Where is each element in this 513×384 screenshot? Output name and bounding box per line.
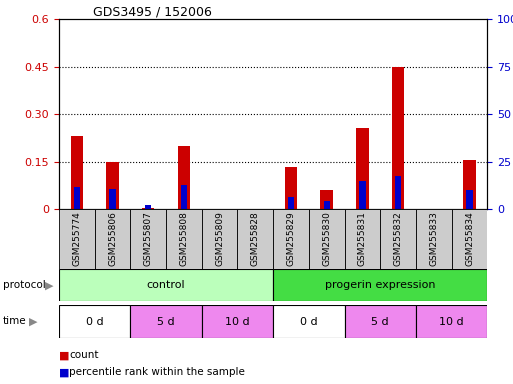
Text: count: count — [69, 350, 99, 360]
Bar — [273, 209, 309, 269]
Text: ▶: ▶ — [45, 280, 54, 290]
Bar — [106, 162, 119, 209]
Bar — [145, 205, 151, 209]
Bar — [392, 67, 404, 209]
Text: GSM255829: GSM255829 — [287, 211, 295, 266]
Bar — [238, 209, 273, 269]
Bar — [130, 305, 202, 338]
Bar — [142, 208, 154, 209]
Bar — [324, 201, 330, 209]
Text: GSM255830: GSM255830 — [322, 211, 331, 266]
Bar — [356, 129, 369, 209]
Text: GSM255832: GSM255832 — [393, 211, 403, 266]
Text: ■: ■ — [59, 367, 69, 377]
Bar — [380, 209, 416, 269]
Text: GSM255806: GSM255806 — [108, 211, 117, 266]
Bar — [288, 197, 294, 209]
Bar — [59, 209, 95, 269]
Text: control: control — [147, 280, 185, 290]
Text: GSM255833: GSM255833 — [429, 211, 438, 266]
Text: GSM255774: GSM255774 — [72, 211, 82, 266]
Bar — [466, 190, 472, 209]
Text: GDS3495 / 152006: GDS3495 / 152006 — [93, 5, 212, 18]
Text: 5 d: 5 d — [157, 316, 175, 327]
Bar — [74, 187, 80, 209]
Bar — [359, 181, 366, 209]
Text: GSM255831: GSM255831 — [358, 211, 367, 266]
Bar — [181, 185, 187, 209]
Bar — [130, 209, 166, 269]
Text: GSM255834: GSM255834 — [465, 211, 474, 266]
Bar — [416, 305, 487, 338]
Text: GSM255808: GSM255808 — [180, 211, 188, 266]
Text: 0 d: 0 d — [300, 316, 318, 327]
Bar — [285, 167, 297, 209]
Bar — [309, 209, 345, 269]
Bar — [451, 209, 487, 269]
Text: 10 d: 10 d — [225, 316, 250, 327]
Bar — [166, 209, 202, 269]
Bar — [59, 269, 273, 301]
Text: 5 d: 5 d — [371, 316, 389, 327]
Text: GSM255807: GSM255807 — [144, 211, 153, 266]
Bar — [59, 305, 130, 338]
Bar — [177, 146, 190, 209]
Bar — [345, 305, 416, 338]
Bar — [71, 136, 83, 209]
Bar — [416, 209, 451, 269]
Text: GSM255809: GSM255809 — [215, 211, 224, 266]
Bar — [463, 160, 476, 209]
Bar — [202, 209, 238, 269]
Bar — [109, 189, 116, 209]
Text: protocol: protocol — [3, 280, 45, 290]
Text: ▶: ▶ — [29, 316, 38, 326]
Text: time: time — [3, 316, 26, 326]
Bar — [273, 305, 345, 338]
Text: 0 d: 0 d — [86, 316, 104, 327]
Text: ■: ■ — [59, 350, 69, 360]
Text: percentile rank within the sample: percentile rank within the sample — [69, 367, 245, 377]
Text: GSM255828: GSM255828 — [251, 211, 260, 266]
Text: progerin expression: progerin expression — [325, 280, 436, 290]
Bar — [345, 209, 380, 269]
Text: 10 d: 10 d — [439, 316, 464, 327]
Bar — [395, 176, 401, 209]
Bar — [202, 305, 273, 338]
Bar — [321, 190, 333, 209]
Bar — [95, 209, 130, 269]
Bar — [273, 269, 487, 301]
